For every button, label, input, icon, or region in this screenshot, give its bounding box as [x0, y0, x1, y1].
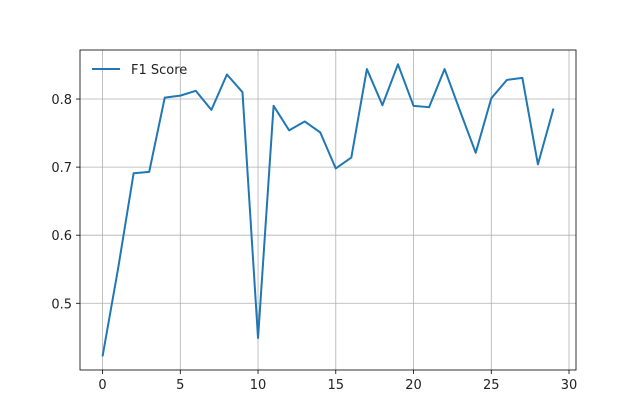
legend-label-f1-score: F1 Score: [131, 63, 187, 78]
grid: [80, 50, 576, 370]
x-tick-label: 10: [250, 378, 267, 393]
x-tick-label: 0: [98, 378, 106, 393]
x-tick-label: 25: [483, 378, 500, 393]
series-line-f1-score: [101, 63, 555, 357]
y-tick-label: 0.7: [51, 161, 72, 176]
plot-frame: [79, 49, 577, 371]
x-tick-label: 15: [328, 378, 345, 393]
series-layer: [101, 63, 555, 357]
y-tick-label: 0.5: [51, 297, 72, 312]
y-tick-label: 0.6: [51, 229, 72, 244]
y-tick-label: 0.8: [51, 93, 72, 108]
legend: F1 Score: [92, 63, 187, 78]
x-axis-ticks: 0 5 10 15 20 25 30: [98, 370, 577, 393]
y-axis-ticks: 0.5 0.6 0.7 0.8: [51, 93, 80, 312]
x-tick-label: 5: [176, 378, 184, 393]
x-tick-label: 30: [561, 378, 578, 393]
x-tick-label: 20: [405, 378, 422, 393]
